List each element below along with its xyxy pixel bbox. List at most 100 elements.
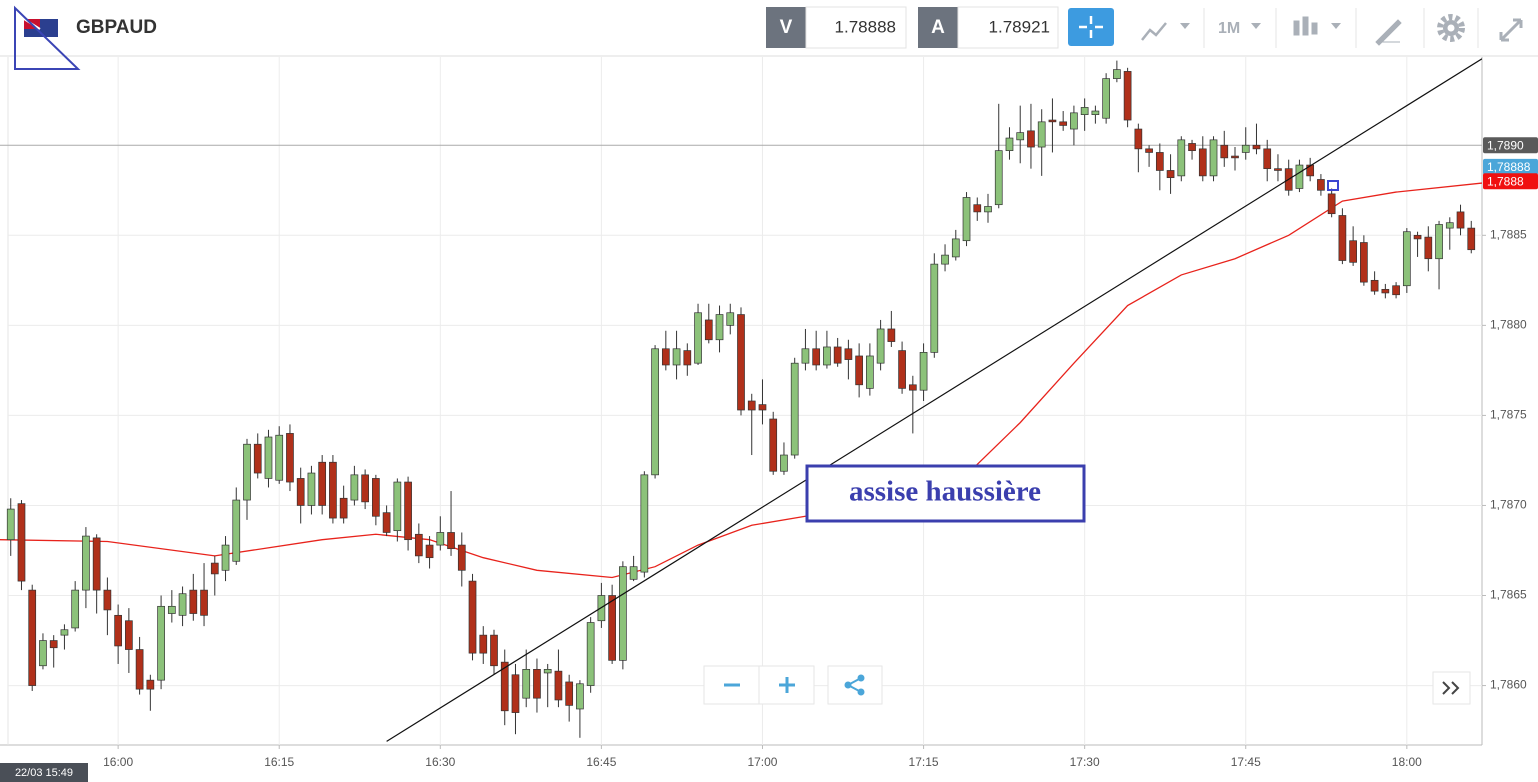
candles-button[interactable]	[1293, 16, 1341, 36]
candle-body	[393, 481, 402, 532]
ask-box	[957, 6, 1059, 49]
candle-body	[286, 433, 294, 483]
candle-body	[1263, 148, 1272, 170]
candle-body	[1392, 285, 1400, 296]
candle-body	[1016, 132, 1025, 141]
candle-body	[339, 497, 348, 519]
ask-button[interactable]	[918, 7, 958, 48]
candle-body	[1295, 164, 1304, 189]
candle-body	[296, 478, 305, 506]
zoom-out-button[interactable]	[703, 665, 760, 705]
candle-body	[1198, 148, 1207, 177]
price-label-bg	[1483, 137, 1538, 154]
candle-body	[103, 589, 112, 611]
candle-body	[436, 532, 445, 546]
candle-body	[1231, 155, 1239, 159]
price-label: 1,78888	[1487, 160, 1531, 174]
candle-body	[704, 319, 713, 341]
candle-body	[962, 197, 971, 242]
candle-body	[479, 634, 488, 654]
candle-body	[994, 150, 1003, 206]
draw-button[interactable]	[1375, 19, 1402, 46]
candle-body	[82, 535, 90, 591]
plot-area	[0, 58, 1482, 742]
candle-body	[586, 622, 595, 686]
candle-body	[1274, 168, 1282, 171]
candle-body	[243, 443, 251, 501]
candle-body	[951, 238, 960, 258]
candle-body	[908, 384, 917, 391]
candle-body	[1349, 240, 1357, 263]
candle-body	[855, 355, 863, 386]
candle-body	[758, 404, 767, 411]
zoom-in-button[interactable]	[758, 665, 815, 705]
settings-button[interactable]	[1437, 14, 1465, 42]
annotation: assise haussière	[849, 476, 1041, 508]
candle-body	[350, 474, 359, 501]
candle-body	[125, 620, 133, 650]
price-label: 1,7890	[1487, 138, 1524, 152]
candle-body	[71, 589, 80, 629]
candle-body	[737, 314, 745, 411]
candle-body	[307, 472, 316, 506]
timeframe-button[interactable]: 1M	[1218, 20, 1261, 37]
bid-button[interactable]	[766, 7, 806, 48]
candle-body	[490, 634, 498, 667]
labels: 1,7860 1,7865 1,7870 1,7875 1,7880 1,7885 16:0…	[0, 137, 1538, 782]
candle-body	[1188, 143, 1196, 152]
scroll-right-button[interactable]	[1432, 671, 1471, 705]
candle-body	[1005, 137, 1014, 152]
candle-body	[1252, 144, 1261, 150]
candle-body	[1467, 227, 1476, 251]
drawing-tool	[14, 5, 81, 70]
cursor-marker	[1327, 180, 1339, 191]
candle-body	[135, 649, 144, 690]
x-tick-label: 16:15	[264, 755, 294, 769]
candle-body	[1027, 130, 1035, 148]
candle-body	[1327, 193, 1336, 215]
candle-body	[1091, 110, 1100, 115]
candle-body	[833, 346, 842, 364]
annotation-box	[805, 464, 1086, 523]
candle-body	[619, 566, 627, 661]
candle-body	[823, 346, 831, 366]
candle-body	[457, 544, 466, 571]
chart-type-button[interactable]	[1141, 22, 1190, 41]
share-button[interactable]	[827, 665, 883, 705]
candle-body	[1317, 179, 1325, 191]
fullscreen-button[interactable]	[1499, 18, 1523, 42]
candle-body	[1166, 170, 1175, 179]
y-tick-label: 1,7875	[1490, 408, 1527, 422]
candle-body	[1445, 222, 1454, 229]
candle-body	[608, 595, 616, 661]
candle-body	[468, 580, 477, 654]
candle-body	[769, 418, 778, 472]
x-tick-label: 16:30	[425, 755, 455, 769]
bid-label: V	[780, 17, 793, 38]
y-tick-label: 1,7865	[1490, 588, 1527, 602]
candle-body	[200, 589, 208, 616]
candle-body	[1360, 242, 1368, 283]
x-tick-label: 17:00	[747, 755, 777, 769]
x-tick-label: 16:00	[103, 755, 133, 769]
moving-average	[0, 182, 1482, 579]
candle-body	[114, 614, 122, 647]
candle-body	[672, 348, 681, 366]
crosshair-button[interactable]	[1068, 8, 1114, 46]
price-label-bg	[1483, 173, 1538, 190]
candle-body	[1155, 152, 1164, 171]
timeframe: 1M	[1218, 20, 1240, 37]
bid-box	[805, 6, 907, 49]
candle-body	[1177, 139, 1186, 177]
candle-body	[1370, 279, 1379, 292]
symbol: GBPAUD	[76, 17, 157, 38]
candle-body	[1123, 71, 1132, 121]
candle-body	[382, 512, 391, 533]
candle-body	[790, 362, 799, 456]
candle-body	[511, 674, 520, 713]
trendline	[386, 58, 1482, 742]
y-tick-label: 1,7885	[1490, 227, 1527, 241]
x-tick-label: 17:30	[1070, 755, 1100, 769]
cursor-time-label: 22/03 15:49	[15, 767, 73, 779]
